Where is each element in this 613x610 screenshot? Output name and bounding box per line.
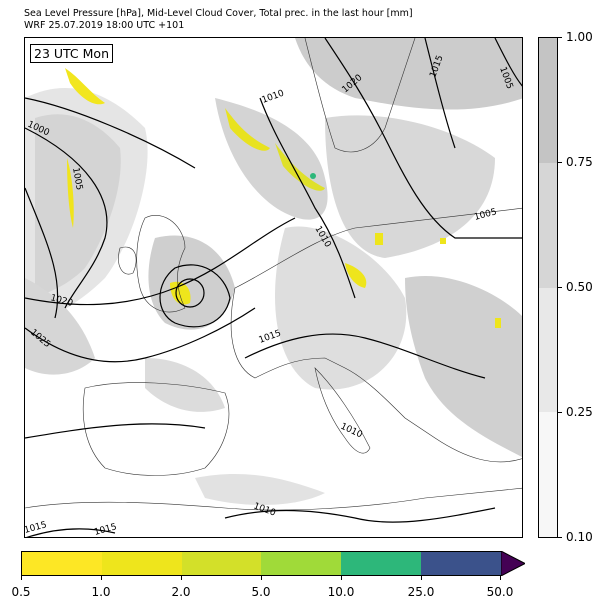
map-subtitle: WRF 25.07.2019 18:00 UTC +101 [24,20,185,31]
cloud-band-1 [539,412,557,537]
cloud-tick [558,412,562,413]
cloud-band-2 [539,287,557,413]
coastlines [25,38,522,511]
precip-tick-label: 2.0 [171,585,191,599]
precip-tick [341,576,342,580]
cloud-band-3 [539,162,557,288]
cloud-tick [558,162,562,163]
isobar-label: 1010 [261,88,286,105]
cloud-cover-layer [25,38,522,505]
isobar-label: 1015 [25,520,48,536]
cloud-tick [558,537,562,538]
precip-tick-label: 5.0 [251,585,271,599]
cloud-tick [558,37,562,38]
isobar-label: 1015 [93,522,118,538]
time-label: 23 UTC Mon [30,44,113,63]
isobar-label: 1010 [339,422,364,441]
precip-tick [101,576,102,580]
cloud-cover-colorbar [538,37,558,538]
cloud-tick-label: 0.25 [566,405,593,419]
precip-tick-label: 25.0 [407,585,435,599]
precip-band [22,552,102,575]
cloud-tick [558,287,562,288]
isobars [25,38,522,537]
precip-band [101,552,182,575]
precip-band [341,552,422,575]
precip-tick-label: 1.0 [91,585,111,599]
precip-tick [181,576,182,580]
precip-band [181,552,262,575]
cloud-tick-label: 0.50 [566,280,593,294]
cloud-tick-label: 0.75 [566,155,593,169]
precip-band [261,552,342,575]
precip-tick [261,576,262,580]
cloud-tick-label: 1.00 [566,30,593,44]
precip-tick-label: 50.0 [486,585,514,599]
map-canvas: 1000 1005 1010 1015 1020 1025 1010 1020 … [25,38,522,538]
precip-extend-arrow [501,551,525,576]
cloud-band-4 [539,38,557,163]
map-title: Sea Level Pressure [hPa], Mid-Level Clou… [24,8,413,19]
precip-tick-label: 10.0 [327,585,355,599]
precip-tick-label: 0.5 [11,585,31,599]
precip-band [421,552,501,575]
cloud-tick-label: 0.10 [566,530,593,544]
isobar-label: 1005 [70,167,84,191]
precip-tick [421,576,422,580]
weather-map: 1000 1005 1010 1015 1020 1025 1010 1020 … [24,37,523,538]
precip-colorbar [21,551,501,576]
precip-tick [21,576,22,580]
precip-tick [500,576,501,580]
